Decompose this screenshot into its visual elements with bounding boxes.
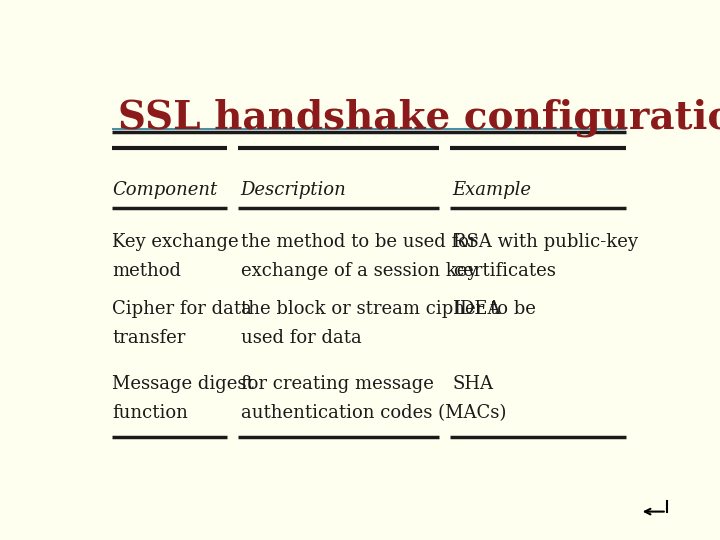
Text: the method to be used for
exchange of a session key: the method to be used for exchange of a … — [240, 233, 477, 280]
Text: RSA with public-key
certificates: RSA with public-key certificates — [453, 233, 638, 280]
Text: SHA: SHA — [453, 375, 494, 393]
Text: Component: Component — [112, 181, 217, 199]
Text: Key exchange
method: Key exchange method — [112, 233, 239, 280]
Text: Cipher for data
transfer: Cipher for data transfer — [112, 300, 252, 347]
Text: IDEA: IDEA — [453, 300, 500, 318]
Text: the block or stream cipher to be
used for data: the block or stream cipher to be used fo… — [240, 300, 536, 347]
Text: Description: Description — [240, 181, 346, 199]
Text: Example: Example — [453, 181, 531, 199]
Text: SSL handshake configuration options: SSL handshake configuration options — [118, 98, 720, 137]
Text: Message digest
function: Message digest function — [112, 375, 254, 422]
Text: for creating message
authentication codes (MACs): for creating message authentication code… — [240, 375, 506, 422]
